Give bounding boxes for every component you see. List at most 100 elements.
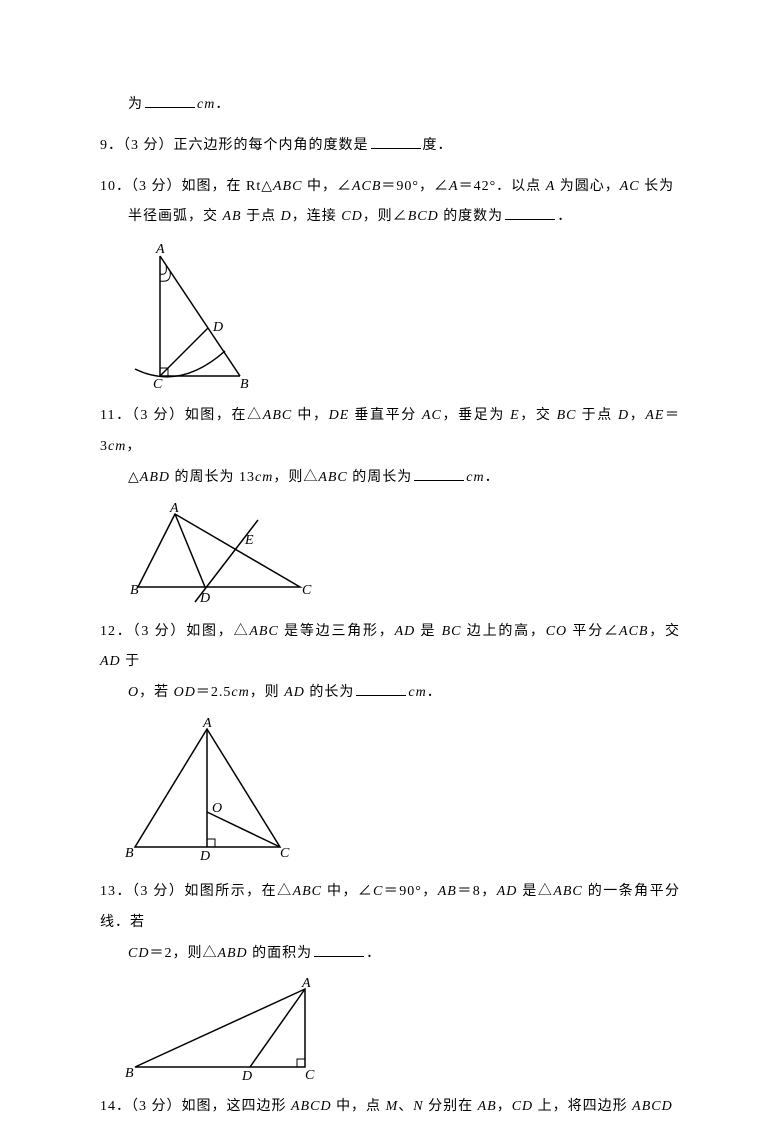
t: ．: [427, 685, 442, 700]
t: ，若: [139, 685, 174, 700]
t: ＝8，: [457, 884, 497, 899]
t: 是△: [517, 884, 553, 899]
t: ＝2，则△: [149, 946, 217, 961]
t: 长为: [640, 179, 675, 194]
sym: CD: [128, 946, 149, 961]
t: 边上的高，: [462, 624, 546, 639]
t: 中，: [292, 408, 328, 423]
q9-points: （3 分）: [123, 138, 174, 153]
q13-figure: A B C D: [120, 977, 680, 1082]
q10-line1: 10．（3 分）如图，在 Rt△ABC 中，∠ACB＝90°，∠A＝42°．以点…: [100, 172, 680, 203]
sym: C: [373, 884, 383, 899]
label-B: B: [240, 377, 249, 391]
sym: ABC: [293, 884, 322, 899]
sym: BC: [442, 624, 462, 639]
question-8-tail: 为cm．: [100, 90, 680, 121]
t: 于点: [242, 209, 281, 224]
t: 半径画弧，交: [128, 209, 223, 224]
t: 为圆心，: [555, 179, 620, 194]
q13-num: 13．: [100, 884, 132, 899]
q9-text: 9．（3 分）正六边形的每个内角的度数是度．: [100, 131, 680, 162]
sym: AC: [422, 408, 442, 423]
blank: [145, 94, 195, 108]
sym: AC: [620, 179, 640, 194]
t: 如图，在 Rt△: [182, 179, 274, 194]
q10-svg: A B C D: [120, 241, 270, 391]
sym: BCD: [408, 209, 439, 224]
t: ，: [629, 408, 645, 423]
t: △: [128, 470, 140, 485]
q13-svg: A B C D: [120, 977, 335, 1082]
sym: ABD: [140, 470, 170, 485]
q11-num: 11．: [100, 408, 132, 423]
t: 平分∠: [567, 624, 619, 639]
t: ＝42°．以点: [459, 179, 546, 194]
t: ．: [557, 209, 572, 224]
t: 于: [121, 654, 141, 669]
q10-points: （3 分）: [131, 179, 182, 194]
t: ，交: [520, 408, 557, 423]
label-D: D: [241, 1069, 252, 1082]
sym: O: [128, 685, 139, 700]
label-B: B: [125, 846, 134, 861]
t: 中，点: [332, 1099, 386, 1114]
blank: [356, 682, 406, 696]
sym: AD: [284, 685, 305, 700]
label-C: C: [153, 377, 163, 391]
t: ，连接: [292, 209, 342, 224]
sym: N: [413, 1099, 423, 1114]
sym: cm: [255, 470, 273, 485]
q13-points: （3 分）: [132, 884, 184, 899]
q11-line1: 11．（3 分）如图，在△ABC 中，DE 垂直平分 AC，垂足为 E，交 BC…: [100, 401, 680, 463]
q10-line2: 半径画弧，交 AB 于点 D，连接 CD，则∠BCD 的度数为．: [100, 202, 680, 233]
q13-line1: 13．（3 分）如图所示，在△ABC 中，∠C＝90°，AB＝8，AD 是△AB…: [100, 877, 680, 939]
t: 上，将四边形: [533, 1099, 632, 1114]
t: ，交: [648, 624, 680, 639]
t: 的长为: [305, 685, 355, 700]
q11-line2: △ABD 的周长为 13cm，则△ABC 的周长为cm．: [100, 463, 680, 494]
sym: ABC: [263, 408, 292, 423]
t: 的周长为 13: [170, 470, 255, 485]
question-10: 10．（3 分）如图，在 Rt△ABC 中，∠ACB＝90°，∠A＝42°．以点…: [100, 172, 680, 392]
sym: cm: [408, 685, 426, 700]
label-D: D: [199, 849, 210, 864]
sym: ABCD: [632, 1099, 673, 1114]
q14-num: 14．: [100, 1099, 131, 1114]
q12-line2: O，若 OD＝2.5cm，则 AD 的长为cm．: [100, 678, 680, 709]
sym: AB: [223, 209, 242, 224]
label-B: B: [125, 1066, 134, 1081]
q11-figure: A B C D E: [120, 502, 680, 607]
blank: [414, 467, 464, 481]
sym: A: [546, 179, 556, 194]
sym: D: [281, 209, 292, 224]
q8-suffix: ．: [215, 97, 230, 112]
sym: ACB: [619, 624, 648, 639]
t: 是等边三角形，: [279, 624, 395, 639]
t: 如图，在△: [185, 408, 263, 423]
t: ＝90°，∠: [381, 179, 449, 194]
q12-line1: 12．（3 分）如图，△ABC 是等边三角形，AD 是 BC 边上的高，CO 平…: [100, 617, 680, 679]
label-O: O: [212, 801, 222, 816]
t: ，: [126, 439, 141, 454]
t: ＝90°，: [383, 884, 437, 899]
label-D: D: [199, 591, 210, 606]
sym: ABC: [553, 884, 582, 899]
t: 、: [398, 1099, 413, 1114]
t: ，则∠: [363, 209, 408, 224]
label-E: E: [244, 533, 254, 548]
q12-svg: A B C D O: [120, 717, 295, 867]
t: 如图，△: [186, 624, 249, 639]
sym: CD: [341, 209, 362, 224]
question-13: 13．（3 分）如图所示，在△ABC 中，∠C＝90°，AB＝8，AD 是△AB…: [100, 877, 680, 1082]
sym: OD: [174, 685, 196, 700]
label-C: C: [305, 1068, 315, 1082]
q14-line1: 14．（3 分）如图，这四边形 ABCD 中，点 M、N 分别在 AB，CD 上…: [100, 1092, 680, 1123]
t: ，则△: [273, 470, 318, 485]
sym: AD: [497, 884, 518, 899]
q14-points: （3 分）: [131, 1099, 182, 1114]
sym: AB: [438, 884, 457, 899]
q12-points: （3 分）: [133, 624, 187, 639]
q9-num: 9．: [100, 138, 123, 153]
sym: D: [618, 408, 629, 423]
t: 中，∠: [322, 884, 373, 899]
